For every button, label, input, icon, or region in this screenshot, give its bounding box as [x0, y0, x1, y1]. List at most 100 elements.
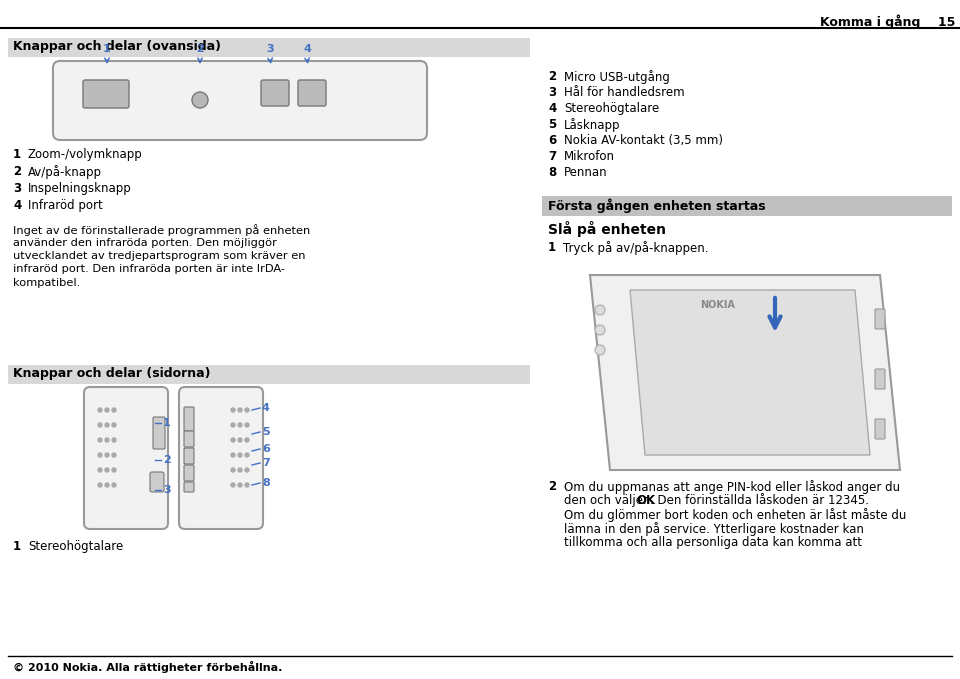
Text: Zoom-/volymknapp: Zoom-/volymknapp — [28, 148, 143, 161]
Circle shape — [245, 438, 249, 442]
Text: Komma i gång    15: Komma i gång 15 — [820, 14, 955, 29]
Text: 3: 3 — [13, 182, 21, 195]
Circle shape — [192, 92, 208, 108]
Circle shape — [98, 438, 102, 442]
Text: NOKIA: NOKIA — [700, 300, 734, 310]
FancyBboxPatch shape — [184, 465, 194, 481]
Circle shape — [245, 408, 249, 412]
Text: © 2010 Nokia. Alla rättigheter förbehållna.: © 2010 Nokia. Alla rättigheter förbehåll… — [13, 661, 282, 673]
Text: 5: 5 — [548, 118, 556, 131]
Circle shape — [595, 325, 605, 335]
FancyBboxPatch shape — [179, 387, 263, 529]
FancyBboxPatch shape — [83, 80, 129, 108]
Circle shape — [112, 483, 116, 487]
FancyBboxPatch shape — [53, 61, 427, 140]
Text: 3: 3 — [548, 86, 556, 99]
Text: Första gången enheten startas: Första gången enheten startas — [548, 198, 766, 213]
FancyBboxPatch shape — [261, 80, 289, 106]
Text: 2: 2 — [548, 70, 556, 83]
Circle shape — [112, 423, 116, 427]
Text: Tryck på av/på-knappen.: Tryck på av/på-knappen. — [563, 241, 708, 255]
Text: 2: 2 — [163, 455, 171, 465]
Text: Micro USB-utgång: Micro USB-utgång — [564, 70, 670, 84]
Circle shape — [238, 408, 242, 412]
Polygon shape — [630, 290, 870, 455]
FancyBboxPatch shape — [150, 472, 164, 492]
Circle shape — [105, 423, 109, 427]
Circle shape — [231, 468, 235, 472]
FancyBboxPatch shape — [84, 387, 168, 529]
Text: 1: 1 — [548, 241, 556, 254]
Text: 2: 2 — [13, 165, 21, 178]
Circle shape — [595, 305, 605, 315]
Text: Inget av de förinstallerade programmen på enheten: Inget av de förinstallerade programmen p… — [13, 224, 310, 236]
Circle shape — [245, 483, 249, 487]
FancyBboxPatch shape — [184, 431, 194, 447]
Circle shape — [238, 438, 242, 442]
Text: 2: 2 — [548, 480, 556, 493]
Circle shape — [112, 408, 116, 412]
Text: Inspelningsknapp: Inspelningsknapp — [28, 182, 132, 195]
Circle shape — [245, 468, 249, 472]
Text: Pennan: Pennan — [564, 166, 608, 179]
Text: Nokia AV-kontakt (3,5 mm): Nokia AV-kontakt (3,5 mm) — [564, 134, 723, 147]
Text: lämna in den på service. Ytterligare kostnader kan: lämna in den på service. Ytterligare kos… — [564, 522, 864, 536]
FancyBboxPatch shape — [542, 196, 952, 216]
Circle shape — [231, 408, 235, 412]
FancyBboxPatch shape — [298, 80, 326, 106]
Text: 8: 8 — [548, 166, 556, 179]
Circle shape — [105, 483, 109, 487]
Text: 1: 1 — [13, 540, 21, 553]
FancyBboxPatch shape — [184, 407, 194, 431]
Circle shape — [245, 423, 249, 427]
Text: Stereohögtalare: Stereohögtalare — [564, 102, 660, 115]
Circle shape — [595, 345, 605, 355]
Circle shape — [231, 483, 235, 487]
Text: 2: 2 — [196, 44, 204, 54]
Text: kompatibel.: kompatibel. — [13, 278, 81, 288]
FancyBboxPatch shape — [875, 419, 885, 439]
Circle shape — [112, 468, 116, 472]
Text: 7: 7 — [262, 458, 270, 468]
FancyBboxPatch shape — [8, 365, 530, 384]
Text: Slå på enheten: Slå på enheten — [548, 221, 666, 237]
Text: OK: OK — [636, 494, 655, 507]
Text: 1: 1 — [163, 418, 171, 428]
Circle shape — [98, 468, 102, 472]
FancyBboxPatch shape — [875, 309, 885, 329]
Text: Om du uppmanas att ange PIN-kod eller låskod anger du: Om du uppmanas att ange PIN-kod eller lå… — [564, 480, 900, 494]
Text: använder den infraröda porten. Den möjliggör: använder den infraröda porten. Den möjli… — [13, 238, 276, 248]
Text: utvecklandet av tredjepartsprogram som kräver en: utvecklandet av tredjepartsprogram som k… — [13, 251, 305, 261]
Circle shape — [238, 468, 242, 472]
Text: Mikrofon: Mikrofon — [564, 150, 615, 163]
Circle shape — [112, 453, 116, 457]
Text: 5: 5 — [262, 427, 270, 437]
Text: 4: 4 — [262, 403, 270, 413]
FancyBboxPatch shape — [875, 369, 885, 389]
Polygon shape — [590, 275, 900, 470]
Circle shape — [105, 468, 109, 472]
Circle shape — [98, 453, 102, 457]
Text: 3: 3 — [163, 485, 171, 495]
FancyBboxPatch shape — [184, 482, 194, 492]
Text: . Den förinställda låskoden är 12345.: . Den förinställda låskoden är 12345. — [650, 494, 869, 507]
Circle shape — [98, 408, 102, 412]
Circle shape — [231, 453, 235, 457]
Text: 7: 7 — [548, 150, 556, 163]
Text: den och väljer: den och väljer — [564, 494, 652, 507]
FancyBboxPatch shape — [8, 38, 530, 57]
Text: Hål för handledsrem: Hål för handledsrem — [564, 86, 684, 99]
Text: 8: 8 — [262, 478, 270, 488]
Circle shape — [245, 453, 249, 457]
Circle shape — [231, 423, 235, 427]
Text: 4: 4 — [303, 44, 311, 54]
Text: tillkomma och alla personliga data kan komma att: tillkomma och alla personliga data kan k… — [564, 536, 862, 549]
Circle shape — [238, 483, 242, 487]
Circle shape — [231, 438, 235, 442]
Circle shape — [98, 483, 102, 487]
Circle shape — [112, 438, 116, 442]
FancyBboxPatch shape — [184, 448, 194, 464]
Circle shape — [105, 453, 109, 457]
Text: 4: 4 — [13, 199, 21, 212]
Text: 3: 3 — [266, 44, 274, 54]
